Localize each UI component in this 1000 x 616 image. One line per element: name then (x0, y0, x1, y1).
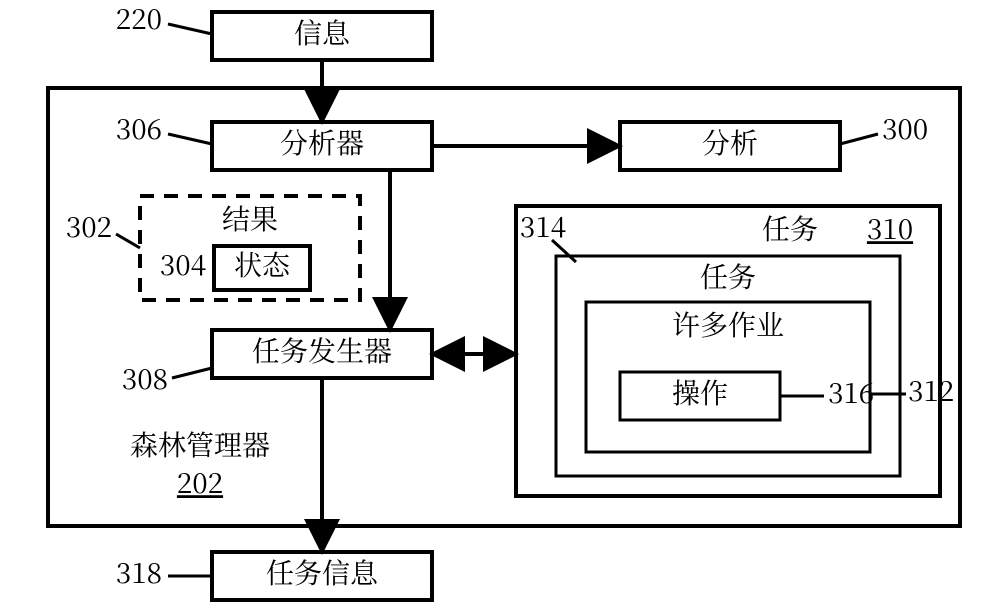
diagram-canvas: 森林管理器 202 信息 220 分析器 306 分析 300 结果 302 状… (0, 0, 1000, 616)
num-312: 312 (908, 370, 954, 410)
num-308: 308 (122, 358, 168, 398)
num-310: 310 (867, 208, 913, 248)
node-tasks-outer-label: 任务 (762, 208, 818, 248)
num-220: 220 (116, 0, 162, 38)
num-302: 302 (66, 206, 112, 246)
num-314: 314 (520, 206, 566, 246)
lead-300 (840, 134, 878, 144)
node-info-label: 信息 (294, 12, 351, 52)
node-ops-label: 操作 (672, 372, 728, 412)
forest-manager-num: 202 (177, 462, 223, 502)
node-task-info-label: 任务信息 (266, 552, 379, 592)
node-many-jobs-label: 许多作业 (672, 304, 784, 344)
lead-308 (172, 368, 212, 378)
num-300: 300 (882, 108, 928, 148)
num-318: 318 (116, 552, 162, 592)
lead-220 (168, 24, 212, 34)
node-task-gen-label: 任务发生器 (252, 330, 392, 370)
num-316: 316 (828, 372, 874, 412)
node-state-label: 状态 (234, 244, 291, 284)
node-analyzer-label: 分析器 (280, 122, 364, 162)
node-results-label: 结果 (222, 198, 278, 238)
node-analysis-label: 分析 (702, 122, 758, 162)
lead-306 (168, 134, 212, 144)
num-304: 304 (160, 244, 206, 284)
num-306: 306 (116, 108, 162, 148)
forest-manager-title: 森林管理器 (130, 424, 270, 464)
lead-302 (116, 234, 140, 248)
node-tasks-mid-label: 任务 (700, 256, 756, 296)
